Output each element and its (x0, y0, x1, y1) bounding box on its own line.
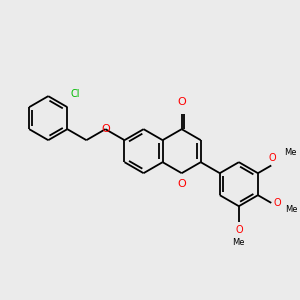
Text: O: O (268, 153, 276, 163)
Text: Me: Me (284, 148, 296, 157)
Text: O: O (177, 97, 186, 107)
Text: O: O (235, 225, 243, 235)
Text: O: O (274, 198, 281, 208)
Text: O: O (101, 124, 110, 134)
Text: O: O (177, 179, 186, 189)
Text: Me: Me (285, 205, 297, 214)
Text: Cl: Cl (70, 89, 80, 99)
Text: Me: Me (232, 238, 245, 247)
